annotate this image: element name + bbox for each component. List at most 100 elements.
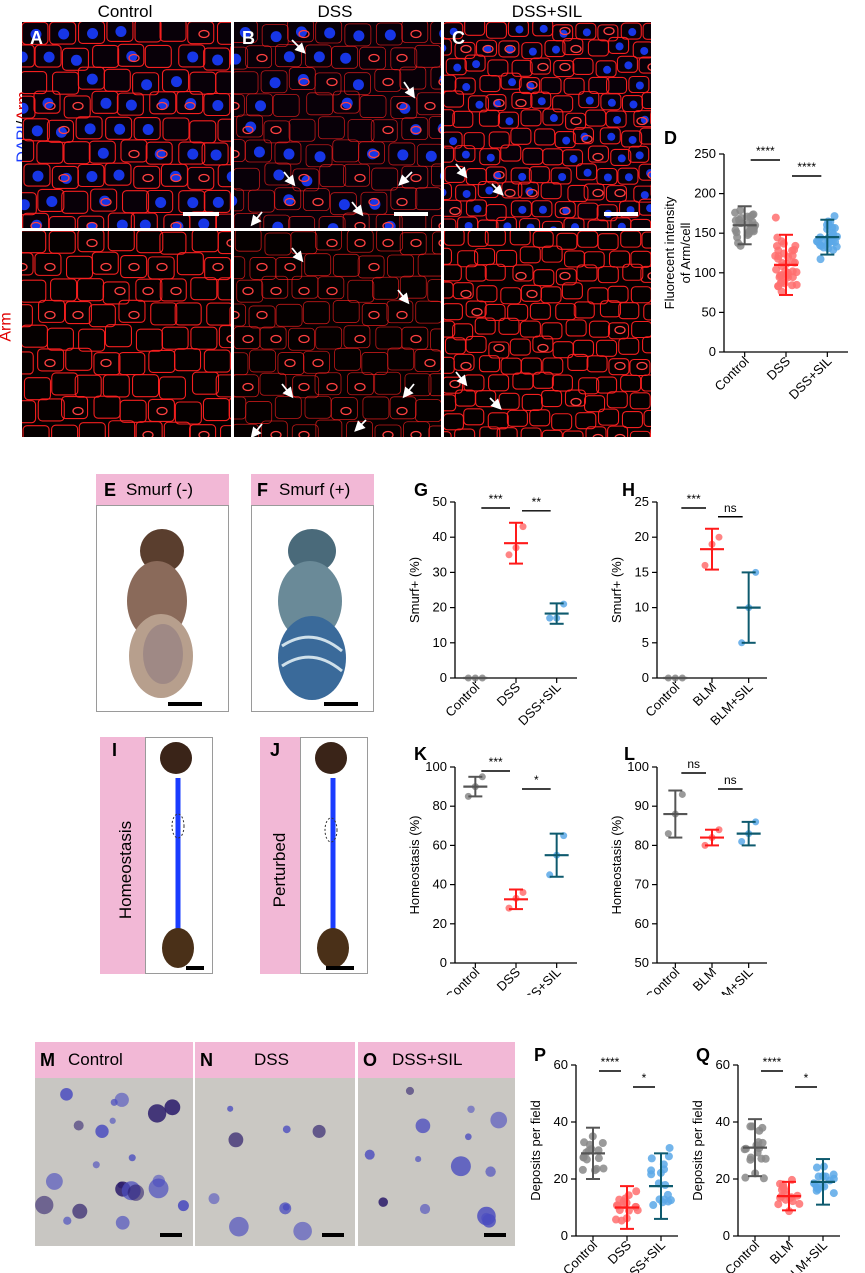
fly-illustration-pos [278,529,346,700]
fly-illustration-neg [127,529,193,698]
stain-dss-label: DSS [254,1050,289,1069]
data-point [594,1154,603,1163]
cell-pattern-c-arm [444,231,651,437]
x-tick-label: DSS+SIL [515,680,564,729]
y-tick-label: 20 [433,600,447,615]
x-tick-label: DSS+SIL [786,354,835,403]
x-tick-label: DSS [494,964,524,994]
y-tick-label: 50 [702,304,716,319]
data-point [578,1165,587,1174]
scale-bar-i [186,966,204,970]
panel-letter-j: J [270,740,281,760]
y-tick-label: 200 [694,186,716,201]
panel-letter-n: N [200,1050,213,1070]
scale-bar-f [324,702,358,706]
data-point [774,282,783,291]
stain-control-label: Control [68,1050,123,1069]
data-point [792,268,801,277]
deposit-dots-dss [208,1105,326,1241]
y-tick-label: 250 [694,146,716,161]
data-point [649,1201,658,1210]
y-tick-label: 15 [635,564,649,579]
significance-label: ** [532,495,542,509]
y-tick-label: 20 [716,1171,730,1186]
data-point [599,1164,608,1173]
gut-illustration-homeostasis [160,742,194,968]
y-tick-label: 0 [723,1228,730,1243]
data-point [752,818,760,826]
gut-illustration-perturbed [315,742,349,968]
panel-letter-e: E [104,480,117,500]
data-point [775,273,784,282]
data-point [664,830,672,838]
data-point [816,255,825,264]
data-point [632,1187,641,1196]
data-point [741,1173,750,1182]
panel-letter-i: I [112,740,118,760]
significance-label: ns [724,501,737,515]
micrograph-b-merged [234,22,441,228]
data-point [795,1199,804,1208]
micrograph-c-merged [444,22,651,228]
arrow-annotations [250,39,504,438]
micrograph-a-arm [22,231,231,437]
data-point [715,533,723,541]
stain-image-control [35,1078,193,1246]
data-point [825,1176,834,1185]
data-point [592,1164,601,1173]
data-point [812,1186,821,1195]
data-point [746,1153,755,1162]
data-point [701,561,709,569]
stain-image-dss [195,1078,355,1246]
y-tick-label: 0 [642,670,649,685]
data-point [771,213,780,222]
y-axis-label: Homeostasis (%) [609,816,624,915]
x-tick-label: DSS [764,353,794,383]
y-tick-label: 0 [561,1228,568,1243]
panel-letter-f: F [257,480,268,500]
stain-control-banner [35,1042,193,1078]
data-point [464,792,472,800]
y-tick-label: 40 [716,1114,730,1129]
significance-label: * [804,1071,809,1085]
y-tick-label: 60 [554,1057,568,1072]
panel-letter-g: G [414,480,429,500]
data-point [812,1163,821,1172]
y-tick-label: 20 [635,529,649,544]
homeostasis-banner [100,737,145,974]
row-label-arm: Arm [0,312,15,342]
significance-label: **** [756,144,775,158]
data-point [624,1191,633,1200]
y-tick-label: 100 [425,759,447,774]
data-point [505,551,513,559]
data-point [774,1200,783,1209]
x-tick-label: DSS [494,679,524,709]
stain-sil-label: DSS+SIL [392,1050,463,1069]
significance-label: **** [797,160,816,174]
data-point [738,837,746,845]
data-point [788,281,797,290]
panel-letter-c: C [452,28,465,48]
y-tick-label: 0 [440,670,447,685]
deposit-dots-control [35,1087,189,1230]
gut-photo-perturbed [300,737,368,974]
deposit-dots-sil [364,1086,508,1228]
y-tick-label: 80 [635,837,649,852]
data-point [758,1123,767,1132]
panel-letter-k: K [414,744,427,764]
y-axis-label: Deposits per field [528,1100,543,1200]
y-tick-label: 80 [433,798,447,813]
cell-pattern-a-merged [22,22,231,228]
data-point [647,1170,656,1179]
data-point [678,790,686,798]
chart-k: 0 20 40 60 80 100 Homeostasis (%) Control DSSDSS… [407,755,577,995]
significance-label: *** [687,492,701,506]
stain-image-sil [358,1078,515,1246]
x-tick-label: DSS+SIL [515,965,564,995]
fly-photo-smurf-pos [251,505,374,712]
data-point [594,1146,603,1155]
panel-letter-b: B [242,28,255,48]
